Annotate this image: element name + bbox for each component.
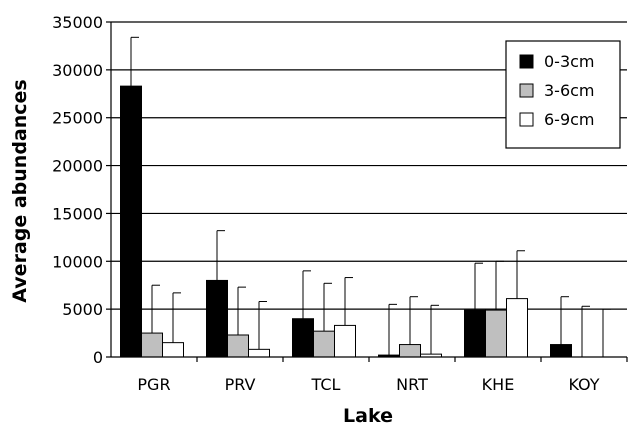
bar-0-3cm-TCL — [292, 318, 314, 358]
bar-6-9cm-PRV — [248, 348, 270, 358]
y-tick-label: 30000 — [52, 61, 103, 80]
bar-3-6cm-PRV — [227, 334, 249, 358]
x-tick-label: KOY — [568, 375, 599, 394]
y-tick-labels: 0 5000 10000 15000 20000 25000 30000 35000 — [52, 13, 103, 367]
x-axis-title: Lake — [343, 405, 393, 427]
bar-0-3cm-KOY — [550, 344, 572, 358]
legend-label: 0-3cm — [544, 52, 595, 71]
bars — [120, 85, 572, 358]
gridlines — [111, 21, 627, 310]
x-tick-label: KHE — [482, 375, 515, 394]
y-tick-label: 0 — [93, 348, 103, 367]
x-tick-label: TCL — [311, 375, 341, 394]
legend-swatch — [519, 112, 534, 127]
y-axis-title: Average abundances — [9, 79, 31, 302]
bar-3-6cm-TCL — [313, 330, 335, 358]
x-tick-labels: PGR PRV TCL NRT KHE KOY — [137, 375, 599, 394]
legend-label: 6-9cm — [544, 110, 595, 129]
y-tick-label: 5000 — [62, 300, 103, 319]
x-tick-label: NRT — [396, 375, 428, 394]
bar-3-6cm-PGR — [141, 332, 163, 358]
bar-0-3cm-KHE — [464, 309, 486, 358]
bar-6-9cm-PGR — [162, 342, 184, 358]
bar-6-9cm-TCL — [334, 324, 356, 358]
bar-3-6cm-KHE — [485, 309, 507, 358]
legend: 0-3cm 3-6cm 6-9cm — [505, 40, 621, 149]
y-tick-label: 15000 — [52, 204, 103, 223]
axes — [106, 21, 628, 362]
y-tick-label: 35000 — [52, 13, 103, 32]
bar-3-6cm-NRT — [399, 344, 421, 358]
error-bars — [130, 36, 611, 357]
y-tick-label: 25000 — [52, 109, 103, 128]
bar-0-3cm-PGR — [120, 85, 142, 358]
bar-6-9cm-KHE — [506, 298, 528, 358]
y-tick-label: 20000 — [52, 157, 103, 176]
x-tick-label: PRV — [225, 375, 256, 394]
y-tick-label: 10000 — [52, 252, 103, 271]
x-tick-label: PGR — [137, 375, 170, 394]
legend-label: 3-6cm — [544, 81, 595, 100]
legend-swatch — [519, 54, 534, 69]
bar-0-3cm-PRV — [206, 279, 228, 358]
legend-swatch — [519, 83, 534, 98]
